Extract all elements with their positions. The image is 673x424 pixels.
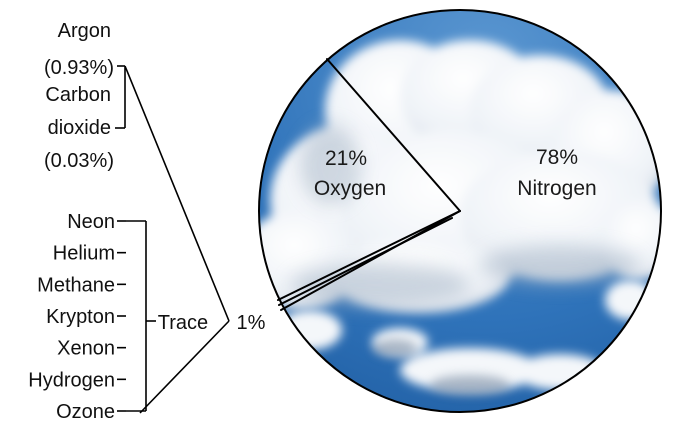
nitrogen-percent: 78% [536,146,578,169]
divider-nitrogen-oxygen [326,58,461,212]
trace-gas-ticks [117,220,126,412]
trace-gas-xenon: Xenon [57,338,115,360]
other-percent-label: 1% [237,312,266,334]
breakdown-labels: Argon (0.93%) Carbon dioxide (0.03%) Tra… [44,20,208,334]
cloud-shading [290,125,640,307]
trace-gas-neon: Neon [67,211,115,233]
co2-percent: (0.03%) [44,150,114,172]
nitrogen-name: Nitrogen [517,177,596,200]
trace-gas-methane: Methane [37,274,115,296]
oxygen-percent: 21% [325,147,367,170]
argon-percent: (0.93%) [44,57,114,79]
pie-lines [258,9,662,413]
lower-leader [139,320,230,414]
trace-gas-ozone: Ozone [56,401,115,423]
trace-label: Trace [158,312,208,334]
trace-gas-helium: Helium [53,243,115,265]
slice-label-nitrogen: 78% Nitrogen [517,146,596,200]
trace-gas-hydrogen: Hydrogen [28,369,115,391]
divider-other-nitrogen [280,210,461,311]
co2-line2: dioxide [48,117,111,139]
co2-line1: Carbon [45,84,111,106]
connector-lines [115,65,230,414]
slice-label-oxygen: 21% Oxygen [314,147,386,200]
sky-photo [259,10,661,412]
trace-gas-list: Neon Helium Methane Krypton Xenon Hydrogen Ozo… [28,211,115,423]
dark-cloud-bits [373,339,510,395]
divider-oxygen-other [277,210,461,301]
pie-outline [258,9,662,413]
oxygen-name: Oxygen [314,177,386,200]
trace-gas-krypton: Krypton [46,306,115,328]
upper-leader [124,65,230,322]
other-slice-inner-line [278,217,453,306]
argon-name: Argon [58,20,111,42]
